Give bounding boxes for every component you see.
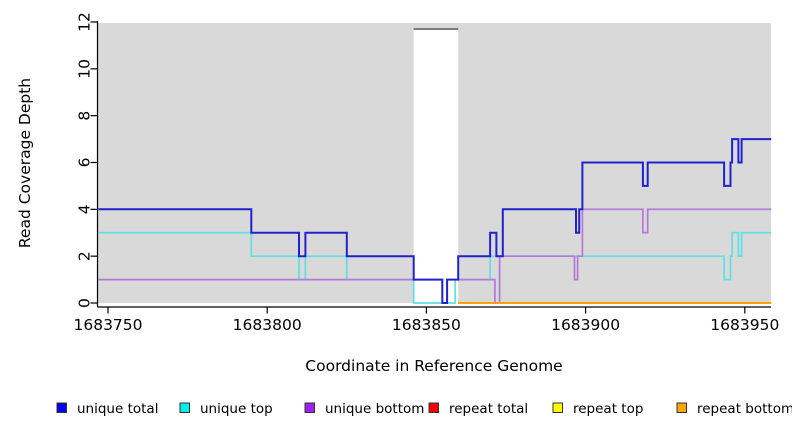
legend-marker-repeat-top <box>552 402 563 413</box>
axis-titles-layer: Coordinate in Reference Genome Read Cover… <box>16 78 563 375</box>
legend-marker-repeat-bottom <box>676 402 687 413</box>
y-tick-label: 8 <box>75 111 93 121</box>
y-axis-title: Read Coverage Depth <box>16 78 34 248</box>
legend-marker-unique-bottom <box>304 402 315 413</box>
y-tick-label: 2 <box>75 251 93 261</box>
y-tick-label: 0 <box>75 298 93 308</box>
x-tick-label: 1683900 <box>551 316 620 334</box>
x-tick-label: 1683750 <box>73 316 142 334</box>
legend-marker-repeat-total <box>428 402 439 413</box>
series-line-unique-total <box>98 138 772 304</box>
axes-layer: 0 2 4 6 8 10 12 1683750 1683800 1683850 1683900 168… <box>73 12 779 334</box>
x-axis-title: Coordinate in Reference Genome <box>305 357 562 375</box>
legend-marker-unique-top <box>179 402 190 413</box>
x-tick-label: 1683950 <box>710 316 779 334</box>
legend-label-unique-bottom: unique bottom <box>325 401 424 417</box>
y-tick-label: 10 <box>75 59 93 79</box>
legend-label-repeat-total: repeat total <box>449 401 528 417</box>
legend-label-repeat-top: repeat top <box>573 401 643 417</box>
legend-label-repeat-bottom: repeat bottom <box>697 401 792 417</box>
series-lines-layer <box>98 138 772 304</box>
legend-label-unique-top: unique top <box>200 401 273 417</box>
y-tick-label: 4 <box>75 204 93 214</box>
masked-region <box>413 29 459 304</box>
legend-label-unique-total: unique total <box>77 401 158 417</box>
y-tick-label: 6 <box>75 158 93 168</box>
y-tick-label: 12 <box>75 12 93 32</box>
x-tick-label: 1683850 <box>392 316 461 334</box>
x-tick-label: 1683800 <box>233 316 302 334</box>
legend-layer: unique total unique top unique bottom repea… <box>56 401 792 417</box>
legend-marker-unique-total <box>56 402 67 413</box>
